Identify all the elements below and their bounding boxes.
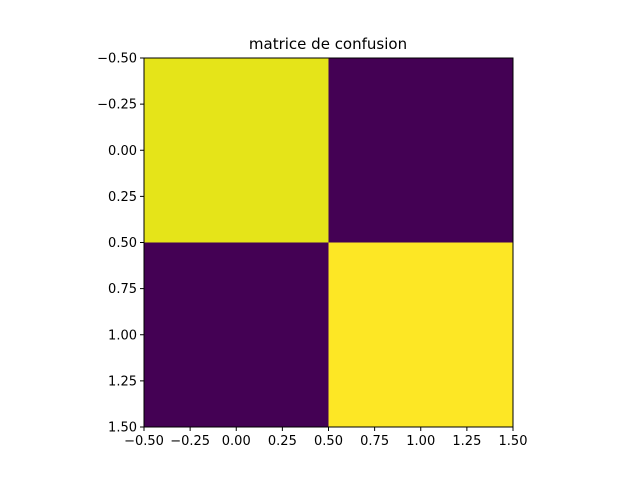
- y-tick-label: −0.25: [97, 98, 137, 113]
- x-tick-label: 0.00: [222, 434, 251, 449]
- x-tick-label: 1.50: [499, 434, 528, 449]
- y-tick-label: 0.25: [108, 190, 137, 205]
- y-tick-label: 1.25: [108, 374, 137, 389]
- x-tick-label: 0.50: [314, 434, 343, 449]
- heatmap-cell-1-0: [144, 242, 329, 427]
- y-axis: −0.50 −0.25 0.00 0.25 0.50 0.75 1.00 1.25 1.50: [97, 52, 144, 436]
- heatmap-cell-0-1: [328, 58, 513, 243]
- heatmap-cells: [144, 58, 513, 427]
- x-tick-label: 0.25: [268, 434, 297, 449]
- y-tick-label: 1.00: [108, 328, 137, 343]
- y-tick-label: −0.50: [97, 52, 137, 67]
- y-tick-label: 0.00: [108, 144, 137, 159]
- x-tick-label: 1.25: [452, 434, 481, 449]
- y-tick-label: 0.50: [108, 236, 137, 251]
- chart-title: matrice de confusion: [249, 35, 407, 53]
- x-tick-label: −0.50: [124, 434, 164, 449]
- heatmap-cell-0-0: [144, 58, 329, 243]
- heatmap-cell-1-1: [328, 242, 513, 427]
- x-axis: −0.50 −0.25 0.00 0.25 0.50 0.75 1.00 1.25 1.50: [124, 427, 527, 449]
- y-tick-label: 1.50: [108, 421, 137, 436]
- x-tick-label: 0.75: [360, 434, 389, 449]
- x-tick-label: −0.25: [170, 434, 210, 449]
- x-tick-label: 1.00: [406, 434, 435, 449]
- y-tick-label: 0.75: [108, 282, 137, 297]
